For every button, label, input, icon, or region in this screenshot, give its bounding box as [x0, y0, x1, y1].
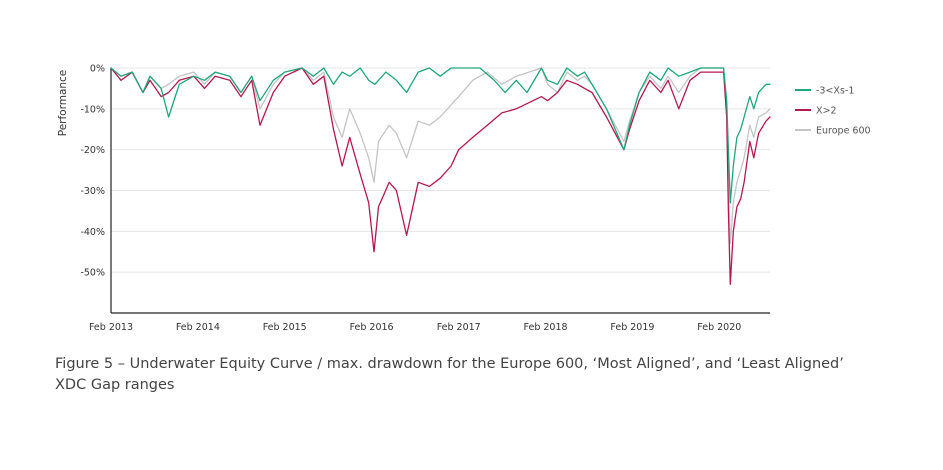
figure-caption: Figure 5 – Underwater Equity Curve / max…: [55, 356, 844, 393]
legend: -3<Xs-1 X>2 Europe 600: [795, 86, 871, 137]
y-tick-label: -30%: [80, 186, 105, 197]
x-tick-label: Feb 2020: [697, 322, 741, 333]
x-tick-label: Feb 2013: [89, 322, 133, 333]
x-tick-label: Feb 2018: [524, 322, 568, 333]
y-tick-label: -40%: [80, 227, 105, 238]
series-lines: [110, 67, 771, 286]
x-tick-label: Feb 2019: [610, 322, 654, 333]
x-tick-label: Feb 2017: [437, 322, 481, 333]
gridlines: [111, 67, 770, 273]
y-axis-title: Performance: [57, 70, 69, 137]
legend-label: Europe 600: [816, 126, 871, 137]
axes: 0% -10% -20% -30% -40% -50% Feb 2013 Feb 2014 Fe…: [80, 64, 770, 333]
series-line-1: [110, 67, 771, 204]
series-line-3: [110, 67, 771, 245]
x-tick-label: Feb 2015: [263, 322, 307, 333]
series-line-2: [110, 67, 771, 286]
x-tick-label: Feb 2014: [176, 322, 220, 333]
y-tick-label: -10%: [80, 104, 105, 115]
legend-label: -3<Xs-1: [816, 86, 854, 97]
legend-label: X>2: [816, 106, 837, 117]
x-tick-label: Feb 2016: [350, 322, 394, 333]
y-tick-label: 0%: [90, 64, 105, 75]
y-tick-label: -50%: [80, 268, 105, 279]
y-tick-label: -20%: [80, 145, 105, 156]
